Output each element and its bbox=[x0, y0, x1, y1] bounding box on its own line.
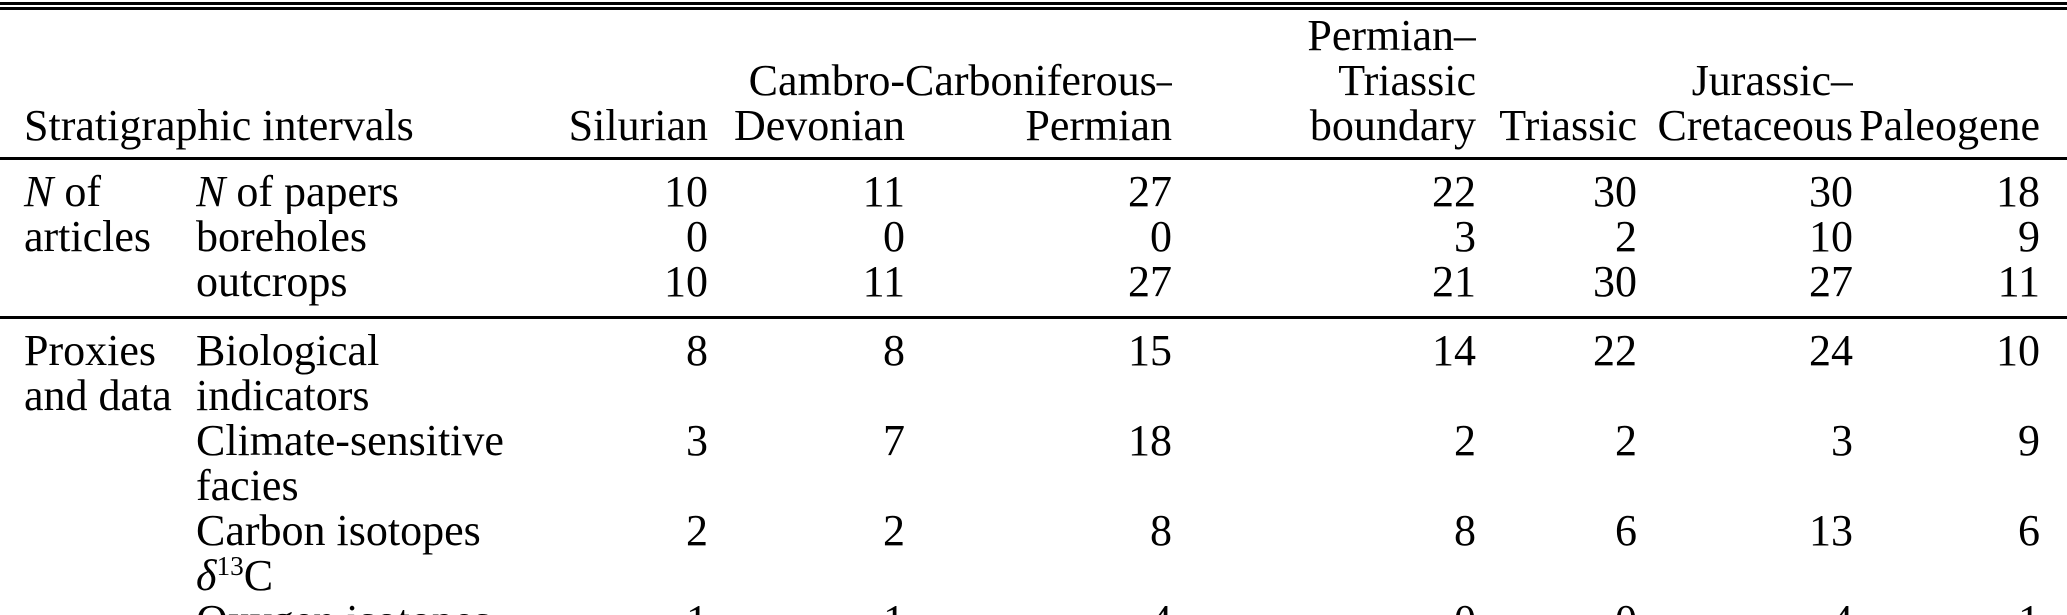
value-cell: 30 bbox=[1593, 167, 1637, 214]
value-cell: 27 bbox=[1128, 167, 1172, 214]
row-label-carbon-isotopes: Carbon isotopes δ13C bbox=[196, 508, 481, 598]
value-cell: 6 bbox=[2018, 508, 2040, 555]
value-cell: 10 bbox=[664, 259, 708, 306]
value-cell: 4 bbox=[905, 598, 1172, 615]
value-cell: 8 bbox=[1150, 508, 1172, 555]
row-boreholes: boreholes 0 0 0 3 2 10 9 bbox=[0, 214, 2067, 259]
row-oxygen-isotopes: Oxygen isotopes δ18O 1 1 4 0 0 4 1 bbox=[0, 598, 2067, 615]
value-cell: 8 bbox=[686, 326, 708, 375]
value-cell: 10 bbox=[1996, 326, 2040, 375]
value-cell: 18 bbox=[1128, 418, 1172, 465]
value-cell: 8 bbox=[883, 326, 905, 375]
row-carbon-isotopes: Carbon isotopes δ13C 2 2 8 8 6 13 6 bbox=[0, 508, 2067, 598]
value-cell: 27 bbox=[1809, 259, 1853, 306]
value-cell: 8 bbox=[1454, 508, 1476, 555]
row-outcrops: outcrops 10 11 27 21 30 27 11 bbox=[0, 259, 2067, 318]
delta-symbol: δ bbox=[196, 551, 217, 598]
column-header-carboniferous-permian: Carboniferous– Permian bbox=[905, 56, 1172, 150]
value-cell: 9 bbox=[2018, 418, 2040, 465]
value-cell: 0 bbox=[1172, 598, 1476, 615]
group-label-line-1: Proxies bbox=[24, 326, 156, 375]
value-cell: 7 bbox=[883, 418, 905, 465]
column-header-paleogene: Paleogene bbox=[1859, 101, 2040, 150]
column-header-cambro-devonian: Cambro- Devonian bbox=[733, 56, 905, 150]
value-cell: 2 bbox=[686, 508, 708, 555]
value-cell: 15 bbox=[1128, 326, 1172, 375]
row-label-n-of-papers: N of papers bbox=[196, 167, 399, 214]
value-cell: 3 bbox=[686, 418, 708, 465]
value-cell: 3 bbox=[1831, 418, 1853, 465]
value-cell: 10 bbox=[664, 167, 708, 214]
column-header-jurassic-cretaceous: Jurassic– Cretaceous bbox=[1657, 56, 1853, 150]
header-stratigraphic-intervals: Stratigraphic intervals bbox=[0, 10, 560, 159]
group-label-proxies-and-data: Proxies and data bbox=[0, 318, 196, 615]
row-label-oxygen-isotopes: Oxygen isotopes δ18O bbox=[196, 598, 560, 615]
value-cell: 2 bbox=[1615, 214, 1637, 259]
value-cell: 1 bbox=[708, 598, 905, 615]
row-label-biological-indicators: Biological indicators bbox=[196, 326, 380, 418]
column-header-permian-triassic-boundary: Permian– Triassic boundary bbox=[1307, 11, 1476, 150]
value-cell: 30 bbox=[1593, 259, 1637, 306]
group-label-n-of-articles: N of articles bbox=[0, 159, 196, 318]
value-cell: 2 bbox=[1615, 418, 1637, 465]
group-proxies-and-data: Proxies and data Biological indicators 8… bbox=[0, 318, 2067, 615]
value-cell: 0 bbox=[1476, 598, 1637, 615]
value-cell: 30 bbox=[1809, 167, 1853, 214]
table-top-rule bbox=[0, 2, 2067, 10]
value-cell: 24 bbox=[1809, 326, 1853, 375]
stratigraphy-table: Stratigraphic intervals Silurian Cambro-… bbox=[0, 10, 2067, 615]
group-label-line-2: articles bbox=[24, 212, 152, 261]
group-label-line-1: N of bbox=[24, 167, 102, 216]
table-header: Stratigraphic intervals Silurian Cambro-… bbox=[0, 10, 2067, 159]
row-label-outcrops: outcrops bbox=[196, 259, 348, 306]
value-cell: 1 bbox=[1853, 598, 2067, 615]
row-biological-indicators: Proxies and data Biological indicators 8… bbox=[0, 318, 2067, 418]
group-label-line-2: and data bbox=[24, 371, 172, 420]
value-cell: 11 bbox=[862, 259, 905, 306]
row-climate-sensitive-facies: Climate-sensitive facies 3 7 18 2 2 3 9 bbox=[0, 418, 2067, 508]
value-cell: 22 bbox=[1593, 326, 1637, 375]
header-label: Stratigraphic intervals bbox=[24, 101, 414, 150]
row-label-boreholes: boreholes bbox=[196, 214, 368, 259]
value-cell: 14 bbox=[1432, 326, 1476, 375]
value-cell: 11 bbox=[862, 167, 905, 214]
header-row: Stratigraphic intervals Silurian Cambro-… bbox=[0, 10, 2067, 159]
value-cell: 0 bbox=[686, 214, 708, 259]
value-cell: 1 bbox=[560, 598, 708, 615]
value-cell: 10 bbox=[1809, 214, 1853, 259]
value-cell: 11 bbox=[1997, 259, 2040, 306]
group-n-of-articles: N of articles N of papers 10 11 27 22 30… bbox=[0, 159, 2067, 318]
value-cell: 2 bbox=[883, 508, 905, 555]
value-cell: 9 bbox=[2018, 214, 2040, 259]
value-cell: 18 bbox=[1996, 167, 2040, 214]
value-cell: 6 bbox=[1615, 508, 1637, 555]
column-header-triassic: Triassic bbox=[1499, 101, 1637, 150]
value-cell: 4 bbox=[1637, 598, 1853, 615]
value-cell: 3 bbox=[1454, 214, 1476, 259]
value-cell: 13 bbox=[1809, 508, 1853, 555]
value-cell: 0 bbox=[1150, 214, 1172, 259]
value-cell: 21 bbox=[1432, 259, 1476, 306]
value-cell: 22 bbox=[1432, 167, 1476, 214]
value-cell: 27 bbox=[1128, 259, 1172, 306]
value-cell: 0 bbox=[883, 214, 905, 259]
column-header-silurian: Silurian bbox=[568, 101, 708, 150]
value-cell: 2 bbox=[1454, 418, 1476, 465]
row-label-climate-sensitive-facies: Climate-sensitive facies bbox=[196, 418, 504, 508]
row-n-of-papers: N of articles N of papers 10 11 27 22 30… bbox=[0, 159, 2067, 259]
